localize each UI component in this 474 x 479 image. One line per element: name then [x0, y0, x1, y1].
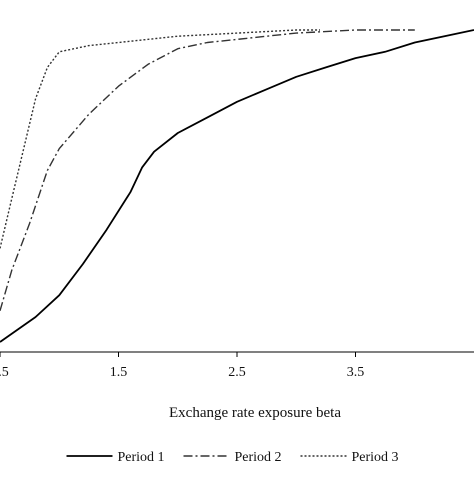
x-tick-label: 0.5 [0, 365, 9, 380]
legend: Period 1 Period 2 Period 3 [66, 450, 399, 465]
x-axis-title: Exchange rate exposure beta [169, 405, 341, 421]
series-line-period-1 [0, 29, 474, 343]
series-line-period-2 [0, 29, 415, 311]
legend-label-period-1: Period 1 [118, 450, 165, 465]
legend-label-period-2: Period 2 [235, 450, 282, 465]
x-axis: 0.5 1.5 2.5 3.5 [0, 351, 474, 380]
x-tick-label: 2.5 [228, 365, 246, 380]
x-tick-label: 1.5 [110, 365, 128, 380]
plot-area [0, 29, 474, 343]
series-line-period-3 [0, 29, 320, 249]
x-tick-label: 3.5 [347, 365, 365, 380]
legend-label-period-3: Period 3 [352, 450, 399, 465]
